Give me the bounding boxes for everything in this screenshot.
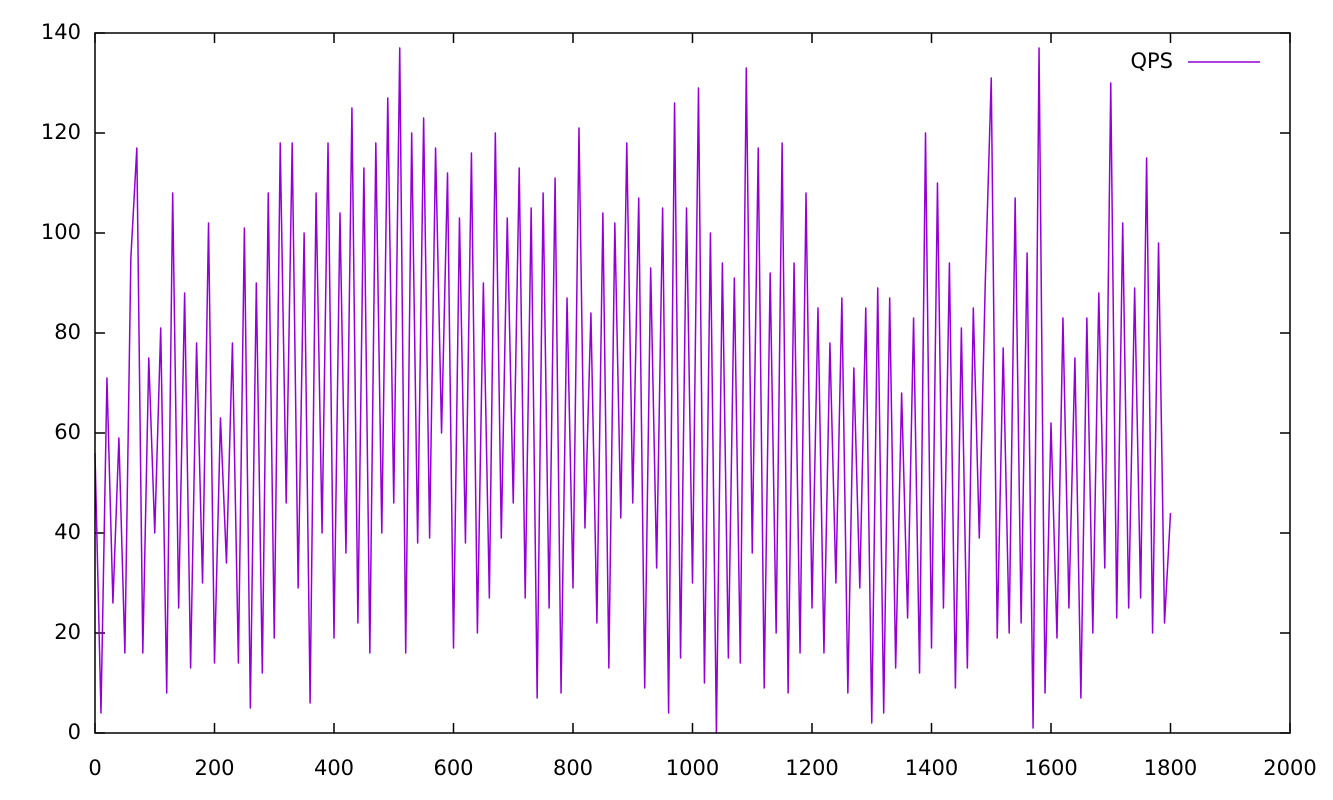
plot-frame (94, 32, 1291, 734)
y-tick-label: 80 (54, 320, 81, 344)
x-tick-label: 1600 (1024, 756, 1077, 780)
x-tick-label: 0 (88, 756, 101, 780)
y-tick-label: 60 (54, 420, 81, 444)
x-tick-label: 2000 (1263, 756, 1316, 780)
y-tick-label: 0 (68, 720, 81, 744)
y-tick-label: 40 (54, 520, 81, 544)
x-tick-label: 400 (314, 756, 354, 780)
y-tick-label: 100 (41, 220, 81, 244)
x-tick-label: 1400 (905, 756, 958, 780)
y-tick-label: 140 (41, 20, 81, 44)
x-tick-label: 200 (194, 756, 234, 780)
data-line (94, 47, 1172, 734)
x-tick-label: 800 (553, 756, 593, 780)
x-tick-label: 1200 (785, 756, 838, 780)
y-tick-label: 120 (41, 120, 81, 144)
legend-label: QPS (1130, 49, 1173, 73)
x-tick-label: 1800 (1144, 756, 1197, 780)
x-tick-label: 1000 (666, 756, 719, 780)
x-tick-label: 600 (433, 756, 473, 780)
y-tick-label: 20 (54, 620, 81, 644)
